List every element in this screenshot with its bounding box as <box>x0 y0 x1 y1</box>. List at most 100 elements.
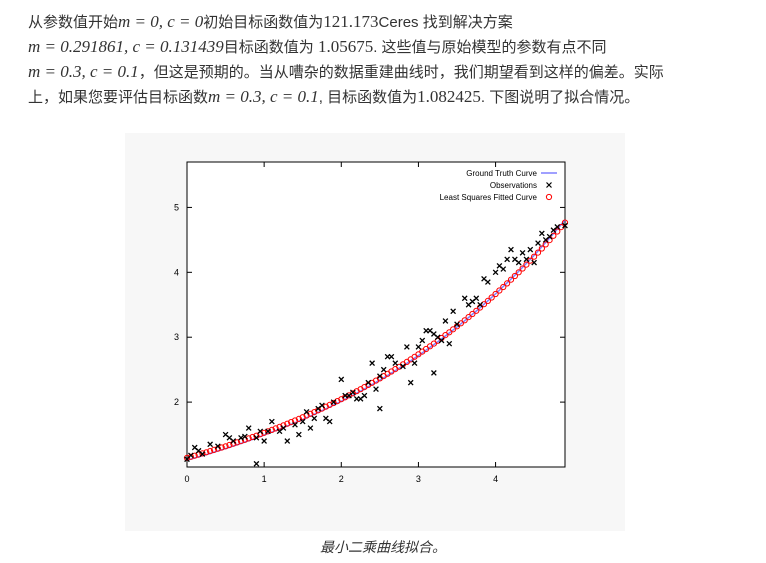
observation-stroke <box>527 246 534 253</box>
fitted-curve-point <box>473 307 480 314</box>
observation-stroke <box>438 337 445 344</box>
observation-point <box>245 425 252 431</box>
fitted-curve-point <box>538 245 545 252</box>
observation-stroke <box>376 405 383 412</box>
observation-point <box>307 425 314 431</box>
fitted-curve-point <box>492 290 499 298</box>
observation-stroke <box>450 308 457 315</box>
observation-stroke <box>284 438 291 444</box>
text-segment: 上，如果您要评估目标函数 <box>28 89 209 106</box>
y-tick-label: 4 <box>174 267 179 277</box>
observation-point <box>373 386 379 392</box>
paragraph-line-1: 从参数值开始m = 0, c = 0初始目标函数值为121.173Ceres 找… <box>28 10 748 35</box>
math-value: 1.05675 <box>317 37 374 56</box>
observation-point <box>531 259 538 266</box>
fitted-curve-point <box>291 417 299 424</box>
observation-stroke <box>380 366 387 373</box>
observation-stroke <box>195 447 202 454</box>
fitted-curve-point <box>446 329 453 336</box>
observation-point <box>430 331 437 337</box>
observation-stroke <box>265 428 271 435</box>
observation-point <box>400 363 406 370</box>
observation-stroke <box>473 295 480 302</box>
observation-point <box>299 418 306 425</box>
observation-point <box>326 418 333 425</box>
observation-stroke <box>268 418 275 425</box>
observation-point <box>253 460 260 467</box>
text-segment: 从参数值开始 <box>28 14 119 31</box>
fitted-curve-point <box>183 454 191 461</box>
fitted-curve-point <box>469 310 476 318</box>
observation-point <box>319 402 325 409</box>
y-tick-label: 2 <box>174 397 179 407</box>
observation-point <box>303 408 310 415</box>
observation-point <box>380 366 387 373</box>
fitted-curve-point <box>461 317 468 324</box>
observation-stroke <box>253 434 260 441</box>
observation-stroke <box>446 340 453 347</box>
observation-stroke <box>434 334 441 341</box>
observation-stroke <box>481 275 487 282</box>
observation-point <box>292 421 298 428</box>
observation-point <box>442 318 449 324</box>
text-segment: Ceres 找到解决方案 <box>378 14 513 31</box>
observation-stroke <box>322 415 329 422</box>
observation-stroke <box>214 443 221 450</box>
observation-point <box>187 452 194 459</box>
observation-stroke <box>519 249 526 256</box>
observation-point <box>338 376 345 383</box>
observation-stroke <box>222 431 229 438</box>
observation-stroke <box>349 389 356 396</box>
observation-point <box>330 399 337 405</box>
fitted-curve-point <box>465 314 472 321</box>
fitted-curve-point <box>496 287 503 294</box>
text-segment: . 这些值与原始模型的参数有点不同 <box>373 39 607 56</box>
observation-point <box>523 256 530 263</box>
math-value: 1.082425 <box>417 87 481 106</box>
observation-stroke <box>373 386 379 392</box>
observation-point <box>538 230 545 237</box>
observation-point <box>268 418 275 425</box>
observation-point <box>419 337 426 344</box>
observation-stroke <box>280 425 287 431</box>
y-tick-label: 3 <box>174 332 179 342</box>
description-paragraph: 从参数值开始m = 0, c = 0初始目标函数值为121.173Ceres 找… <box>28 10 748 110</box>
paragraph-line-2: m = 0.291861, c = 0.131439目标函数值为 1.05675… <box>28 35 748 60</box>
observation-stroke <box>392 360 399 367</box>
observation-point <box>450 308 457 315</box>
fitted-curve-point <box>450 326 457 333</box>
observation-point <box>226 434 233 441</box>
observation-point <box>508 246 514 253</box>
fitted-curve-point <box>534 249 542 256</box>
observation-stroke <box>303 408 310 415</box>
observation-point <box>473 295 480 302</box>
observation-stroke <box>523 256 530 263</box>
fitted-curve-point <box>210 446 218 453</box>
observation-stroke <box>484 279 491 285</box>
observation-stroke <box>492 269 499 276</box>
observation-stroke <box>238 434 244 441</box>
observation-point <box>311 415 318 422</box>
observation-point <box>295 431 302 438</box>
fitted-curve-point <box>272 425 279 432</box>
fitted-curve-point <box>500 283 507 291</box>
observation-point <box>195 447 202 454</box>
observation-point <box>376 405 383 412</box>
fitted-curve-point <box>207 448 214 455</box>
observation-point <box>407 379 414 386</box>
fitted-curve-point <box>199 450 206 457</box>
observation-point <box>430 370 437 376</box>
fitted-curve-point <box>288 419 295 426</box>
observation-point <box>465 301 472 308</box>
fitted-curve-point <box>226 441 233 449</box>
paragraph-line-3: m = 0.3, c = 0.1，但这是预期的。当从嘈杂的数据重建曲线时，我们期… <box>28 60 748 85</box>
observation-stroke <box>442 318 449 324</box>
fitted-curve-point <box>515 269 522 276</box>
observation-stroke <box>531 259 538 266</box>
observation-point <box>238 434 244 441</box>
fitted-curve-point <box>542 241 549 248</box>
observation-stroke <box>407 379 414 386</box>
observation-stroke <box>365 379 372 386</box>
observation-stroke <box>241 433 248 440</box>
observation-point <box>357 396 364 402</box>
